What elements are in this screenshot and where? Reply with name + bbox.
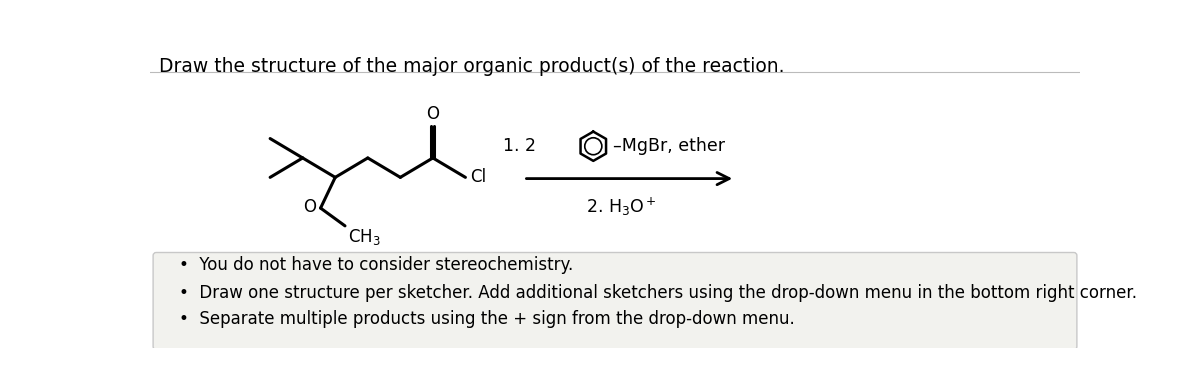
Text: CH$_3$: CH$_3$ xyxy=(348,228,380,248)
Text: Cl: Cl xyxy=(470,169,486,187)
Text: 1. 2: 1. 2 xyxy=(503,137,536,155)
FancyBboxPatch shape xyxy=(154,253,1076,350)
Text: •  Separate multiple products using the + sign from the drop-down menu.: • Separate multiple products using the +… xyxy=(180,310,796,328)
Text: 2. H$_3$O$^+$: 2. H$_3$O$^+$ xyxy=(587,196,656,218)
Text: O: O xyxy=(302,197,316,215)
Text: –MgBr, ether: –MgBr, ether xyxy=(613,137,725,155)
Text: Draw the structure of the major organic product(s) of the reaction.: Draw the structure of the major organic … xyxy=(160,57,785,76)
Text: •  Draw one structure per sketcher. Add additional sketchers using the drop-down: • Draw one structure per sketcher. Add a… xyxy=(180,283,1138,301)
Text: •  You do not have to consider stereochemistry.: • You do not have to consider stereochem… xyxy=(180,256,574,274)
Text: O: O xyxy=(426,105,439,123)
